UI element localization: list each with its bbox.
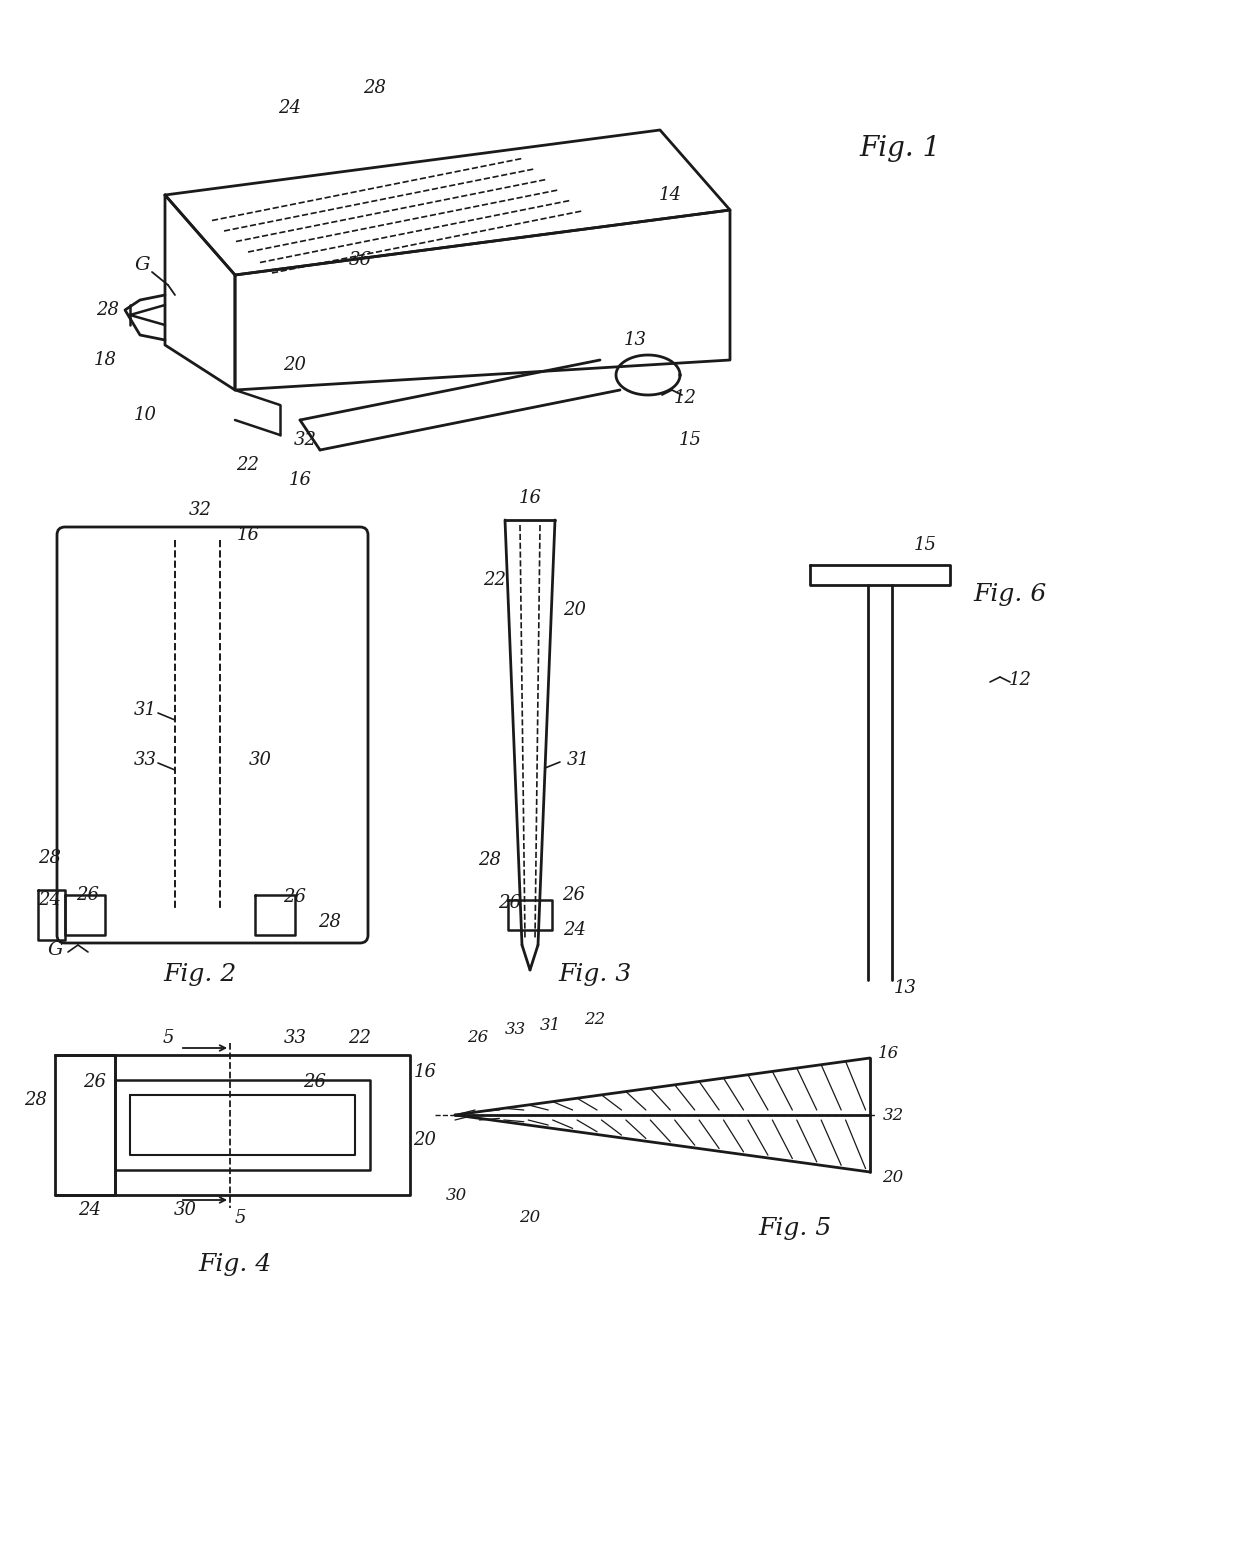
Text: 22: 22 [348,1029,372,1046]
Text: 15: 15 [678,430,702,449]
Text: 31: 31 [539,1017,560,1034]
Text: Fig. 1: Fig. 1 [859,135,941,161]
Text: 20: 20 [284,356,306,375]
Text: 33: 33 [134,751,156,769]
Text: 32: 32 [883,1107,904,1124]
Text: 18: 18 [93,351,117,368]
Text: 16: 16 [237,526,259,543]
Text: 30: 30 [248,751,272,769]
Text: 26: 26 [498,895,522,912]
Text: 16: 16 [518,489,542,508]
Text: 26: 26 [467,1028,489,1045]
Text: Fig. 2: Fig. 2 [164,963,237,986]
Text: 28: 28 [25,1091,47,1108]
Text: Fig. 4: Fig. 4 [198,1254,272,1277]
Text: 28: 28 [319,913,341,930]
Text: 20: 20 [563,601,587,619]
Text: 31: 31 [134,701,156,718]
Text: 28: 28 [97,300,119,319]
Text: 24: 24 [279,99,301,118]
Text: 12: 12 [1008,670,1032,689]
Text: 36: 36 [348,251,372,269]
Text: 32: 32 [294,430,316,449]
Text: 26: 26 [284,889,306,906]
Text: 10: 10 [134,406,156,424]
Text: G: G [47,941,63,960]
Text: 28: 28 [38,848,62,867]
Text: G: G [134,255,150,274]
Text: 12: 12 [673,389,697,407]
Text: Fig. 5: Fig. 5 [759,1217,832,1240]
Text: 5: 5 [234,1209,246,1228]
Text: 28: 28 [363,79,387,98]
Text: 26: 26 [83,1073,107,1091]
Text: 16: 16 [289,471,311,489]
Text: 16: 16 [413,1063,436,1081]
Text: 26: 26 [563,885,585,904]
Text: 24: 24 [563,921,587,940]
Text: 26: 26 [77,885,99,904]
Text: 13: 13 [624,331,646,348]
Text: 14: 14 [658,186,682,204]
Text: 16: 16 [878,1045,899,1062]
Text: 20: 20 [520,1209,541,1226]
Text: 20: 20 [883,1169,904,1186]
Text: 30: 30 [174,1201,196,1218]
Text: Fig. 3: Fig. 3 [558,963,631,986]
Text: 31: 31 [567,751,589,769]
Text: 28: 28 [479,851,501,868]
Text: 30: 30 [445,1186,466,1203]
Text: 33: 33 [284,1029,306,1046]
Text: 33: 33 [505,1022,526,1039]
Text: 22: 22 [484,571,506,588]
Text: 24: 24 [38,892,62,909]
Text: Fig. 6: Fig. 6 [973,584,1047,607]
Text: 22: 22 [237,457,259,474]
Text: 15: 15 [914,536,936,554]
Text: 13: 13 [894,978,916,997]
Text: 5: 5 [162,1029,174,1046]
Text: 24: 24 [78,1201,102,1218]
Text: 22: 22 [584,1011,605,1028]
Text: 26: 26 [304,1073,326,1091]
Text: 32: 32 [188,502,212,519]
Text: 20: 20 [413,1132,436,1149]
